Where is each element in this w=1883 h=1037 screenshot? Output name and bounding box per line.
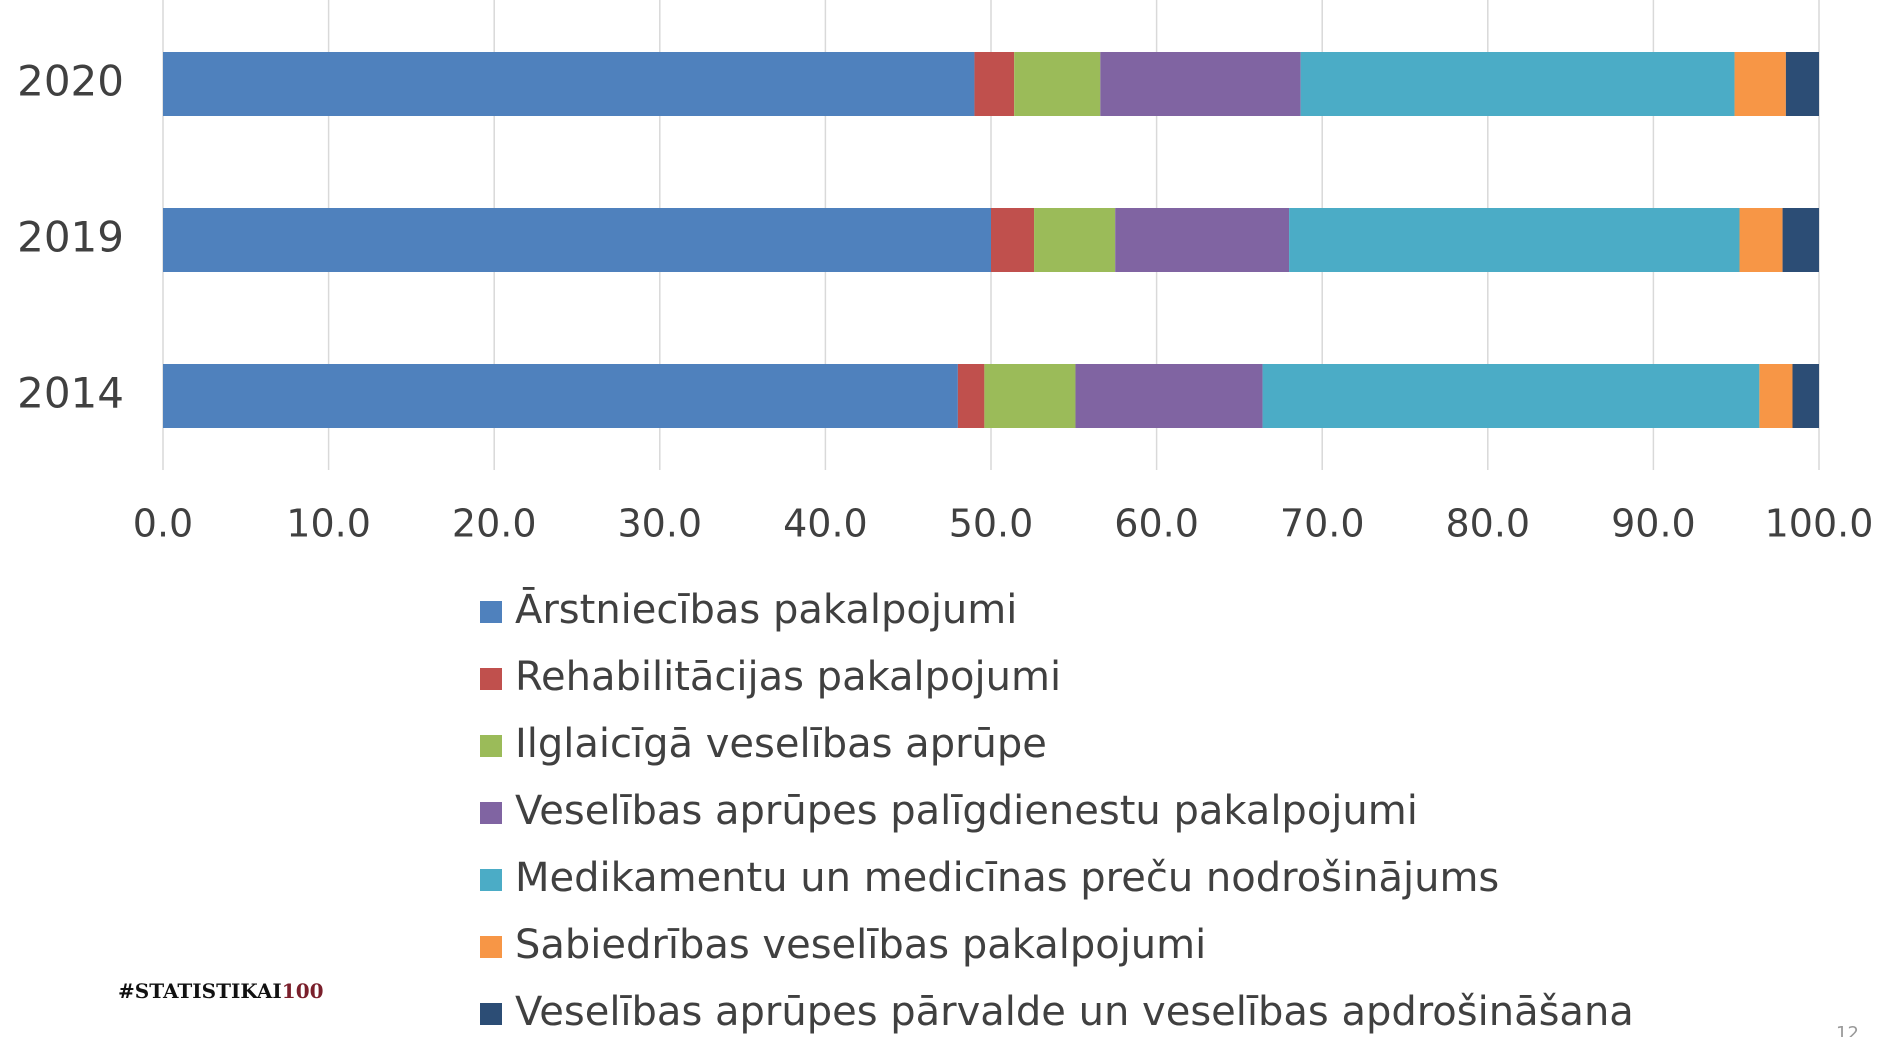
legend-swatch <box>480 735 502 757</box>
x-tick-label: 20.0 <box>452 502 537 546</box>
bar-segment <box>1759 364 1793 428</box>
y-tick-label: 2019 <box>17 213 124 262</box>
legend-swatch <box>480 936 502 958</box>
legend-label: Ilglaicīgā veselības aprūpe <box>515 721 1047 767</box>
bar-segment <box>1785 52 1819 116</box>
bar-segment <box>1075 364 1263 428</box>
y-tick-label: 2014 <box>17 369 124 418</box>
bar-segment <box>163 208 991 272</box>
bar-segment <box>1734 52 1786 116</box>
x-tick-label: 70.0 <box>1280 502 1365 546</box>
x-tick-label: 10.0 <box>286 502 371 546</box>
y-tick-label: 2020 <box>17 57 124 106</box>
legend-label: Veselības aprūpes palīgdienestu pakalpoj… <box>515 788 1418 834</box>
bar-segment <box>974 52 1015 116</box>
legend-swatch <box>480 668 502 690</box>
legend-label: Medikamentu un medicīnas preču nodrošinā… <box>515 855 1499 901</box>
legend-swatch <box>480 869 502 891</box>
page-number: 12 <box>1836 1023 1859 1037</box>
bar-segment <box>1034 208 1116 272</box>
bar-segment <box>163 52 975 116</box>
logo: #STATISTIKAI100 <box>118 979 324 1003</box>
bar-segment <box>1792 364 1819 428</box>
bar-segment <box>163 364 958 428</box>
logo-text: #STATISTIKAI <box>118 979 282 1003</box>
legend-label: Rehabilitācijas pakalpojumi <box>515 654 1061 700</box>
bar-segment <box>1300 52 1735 116</box>
logo-number: 100 <box>282 979 324 1003</box>
legend-label: Sabiedrības veselības pakalpojumi <box>515 922 1206 968</box>
bar-segment <box>1100 52 1301 116</box>
legend-swatch <box>480 601 502 623</box>
legend-label: Veselības aprūpes pārvalde un veselības … <box>515 989 1634 1035</box>
legend-label: Ārstniecības pakalpojumi <box>515 586 1017 633</box>
bar-segment <box>1289 208 1740 272</box>
x-tick-label: 0.0 <box>133 502 193 546</box>
legend-swatch <box>480 1003 502 1025</box>
bar-segment <box>1739 208 1783 272</box>
x-tick-label: 50.0 <box>949 502 1034 546</box>
bar-segment <box>1115 208 1290 272</box>
bar-segment <box>1782 208 1819 272</box>
x-tick-label: 60.0 <box>1114 502 1199 546</box>
x-tick-label: 40.0 <box>783 502 868 546</box>
bar-segment <box>991 208 1035 272</box>
x-tick-label: 80.0 <box>1445 502 1530 546</box>
bar-segment <box>1262 364 1760 428</box>
bar-segment <box>1014 52 1101 116</box>
legend-swatch <box>480 802 502 824</box>
x-tick-label: 100.0 <box>1765 502 1874 546</box>
x-tick-label: 90.0 <box>1611 502 1696 546</box>
bar-segment <box>957 364 985 428</box>
x-tick-label: 30.0 <box>617 502 702 546</box>
bar-segment <box>984 364 1076 428</box>
